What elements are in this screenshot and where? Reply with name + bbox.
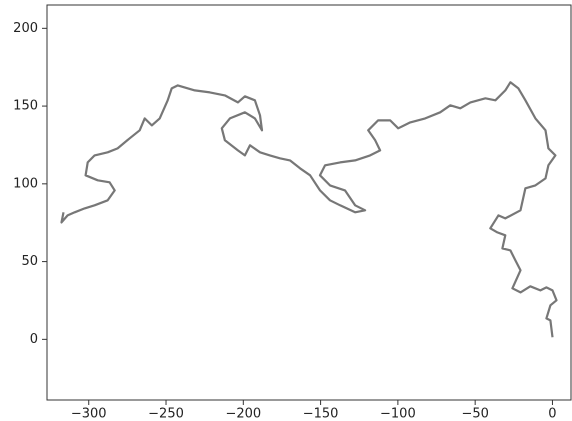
x-tick-label: −150 [303,407,339,421]
x-tick-label: 0 [548,407,556,421]
y-tick-label: 0 [30,332,38,347]
line [60,81,558,338]
x-tick-label: −250 [148,407,184,421]
y-tick-label: 100 [13,176,38,191]
x-tick-label: −300 [71,407,107,421]
x-tick-label: −200 [225,407,261,421]
plot-frame [46,4,572,401]
y-tick-label: 50 [21,254,38,269]
y-tick-label: 200 [13,21,38,36]
x-tick-label: −50 [461,407,488,421]
y-tick-label: 150 [13,99,38,114]
x-tick-label: −100 [380,407,416,421]
